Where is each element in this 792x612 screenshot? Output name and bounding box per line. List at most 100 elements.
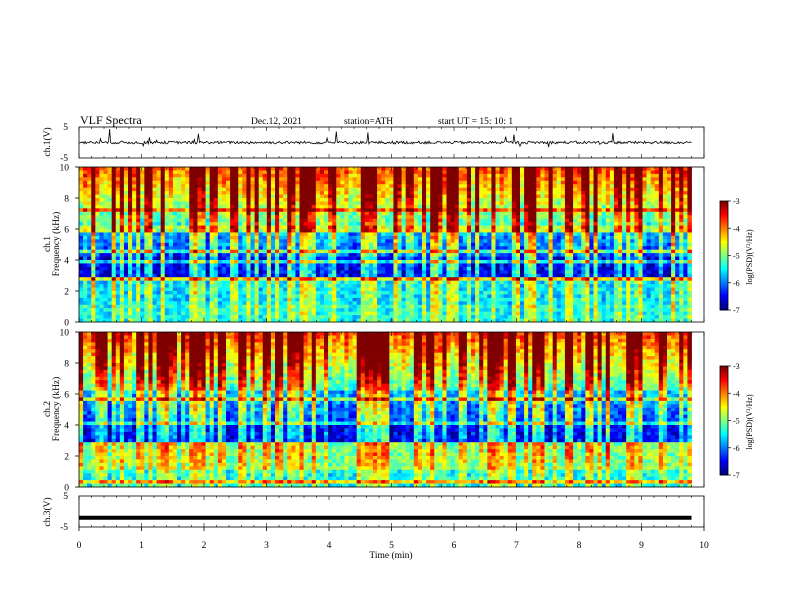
spectrogram-cell xyxy=(303,177,309,182)
spectrogram-cell xyxy=(270,232,276,237)
spectrogram-cell xyxy=(152,198,157,202)
spectrogram-cell xyxy=(128,167,133,171)
spectrogram-cell xyxy=(319,277,325,282)
spectrogram-cell xyxy=(197,232,202,237)
spectrogram-cell xyxy=(185,204,190,209)
spectrogram-cell xyxy=(79,184,84,189)
spectrogram-cell xyxy=(389,239,394,244)
spectrogram-cell xyxy=(569,253,574,257)
spectrogram-cell xyxy=(544,184,549,189)
spectrogram-cell xyxy=(189,232,194,237)
spectrogram-cell xyxy=(91,204,96,209)
spectrogram-cell xyxy=(662,277,668,282)
spectrogram-cell xyxy=(111,191,117,195)
spectrogram-cell xyxy=(226,180,231,185)
spectrogram-cell xyxy=(622,266,627,271)
spectrogram-cell xyxy=(377,180,382,185)
spectrogram-cell xyxy=(487,215,492,220)
spectrogram-cell xyxy=(291,229,296,233)
spectrogram-cell xyxy=(348,232,353,237)
spectrogram-cell xyxy=(679,194,684,199)
spectrogram-cell xyxy=(564,249,570,254)
spectrogram-cell xyxy=(315,229,321,233)
spectrogram-cell xyxy=(687,173,692,178)
spectrogram-cell xyxy=(217,201,223,206)
spectrogram-cell xyxy=(438,218,443,223)
spectrogram-cell xyxy=(128,170,133,175)
spectrogram-cell xyxy=(230,201,235,206)
spectrogram-cell xyxy=(585,222,590,226)
spectrogram-cell xyxy=(324,273,329,278)
spectrogram-cell xyxy=(319,173,325,178)
spectrogram-cell xyxy=(495,232,500,237)
spectrogram-cell xyxy=(667,204,672,209)
spectrogram-cell xyxy=(422,263,427,268)
spectrogram-cell xyxy=(483,277,488,282)
spectrogram-cell xyxy=(177,270,182,275)
spectrogram-cell xyxy=(536,232,541,237)
spectrogram-cell xyxy=(671,194,676,199)
spectrogram-cell xyxy=(270,215,276,220)
spectrogram-cell xyxy=(213,201,219,206)
spectrogram-cell xyxy=(291,239,296,244)
spectrogram-cell xyxy=(144,225,149,230)
spectrogram-cell xyxy=(111,204,117,209)
spectrogram-cell xyxy=(83,277,88,282)
spectrogram-cell xyxy=(185,211,190,216)
spectrogram-cell xyxy=(495,253,500,257)
spectrogram-cell xyxy=(520,263,525,268)
spectrogram-cell xyxy=(479,180,484,185)
spectrogram-cell xyxy=(634,184,639,189)
spectrogram-cell xyxy=(79,225,84,230)
spectrogram-cell xyxy=(164,263,170,268)
spectrogram-cell xyxy=(111,253,117,257)
spectrogram-cell xyxy=(332,204,337,209)
spectrogram-cell xyxy=(679,266,684,271)
spectrogram-cell xyxy=(234,180,239,185)
spectrogram-cell xyxy=(409,201,415,206)
spectrogram-cell xyxy=(332,201,337,206)
spectrogram-cell xyxy=(148,180,153,185)
spectrogram-cell xyxy=(679,256,684,261)
spectrogram-cell xyxy=(585,201,590,206)
spectrogram-cell xyxy=(283,222,288,226)
spectrogram-cell xyxy=(434,218,439,223)
spectrogram-cell xyxy=(352,208,358,213)
spectrogram-cell xyxy=(177,273,182,278)
spectrogram-cell xyxy=(577,256,582,261)
spectrogram-cell xyxy=(430,229,435,233)
spectrogram-cell xyxy=(458,229,464,233)
spectrogram-cell xyxy=(667,211,672,216)
spectrogram-cell xyxy=(152,184,157,189)
spectrogram-cell xyxy=(95,277,100,282)
spectrogram-cell xyxy=(119,215,125,220)
spectrogram-cell xyxy=(581,242,586,247)
spectrogram-cell xyxy=(638,201,643,206)
spectrogram-cell xyxy=(454,173,460,178)
spectrogram-cell xyxy=(650,167,656,171)
spectrogram-cell xyxy=(483,246,488,251)
spectrogram-cell xyxy=(385,191,390,195)
spectrogram-cell xyxy=(377,218,382,223)
spectrogram-cell xyxy=(597,170,603,175)
spectrogram-cell xyxy=(344,170,349,175)
spectrogram-cell xyxy=(95,215,100,220)
spectrogram-cell xyxy=(540,184,545,189)
spectrogram-cell xyxy=(136,187,141,192)
spectrogram-cell xyxy=(140,194,145,199)
spectrogram-cell xyxy=(524,232,529,237)
spectrogram-cell xyxy=(544,201,549,206)
spectrogram-cell xyxy=(254,232,260,237)
spectrogram-cell xyxy=(311,266,317,271)
spectrogram-cell xyxy=(185,187,190,192)
spectrogram-cell xyxy=(564,201,570,206)
spectrogram-cell xyxy=(430,198,435,202)
spectrogram-cell xyxy=(634,239,639,244)
spectrogram-cell xyxy=(79,239,84,244)
spectrogram-cell xyxy=(442,215,447,220)
spectrogram-cell xyxy=(381,270,386,275)
spectrogram-cell xyxy=(168,222,174,226)
spectrogram-cell xyxy=(601,184,607,189)
spectrogram-cell xyxy=(99,191,104,195)
spectrogram-cell xyxy=(434,229,439,233)
